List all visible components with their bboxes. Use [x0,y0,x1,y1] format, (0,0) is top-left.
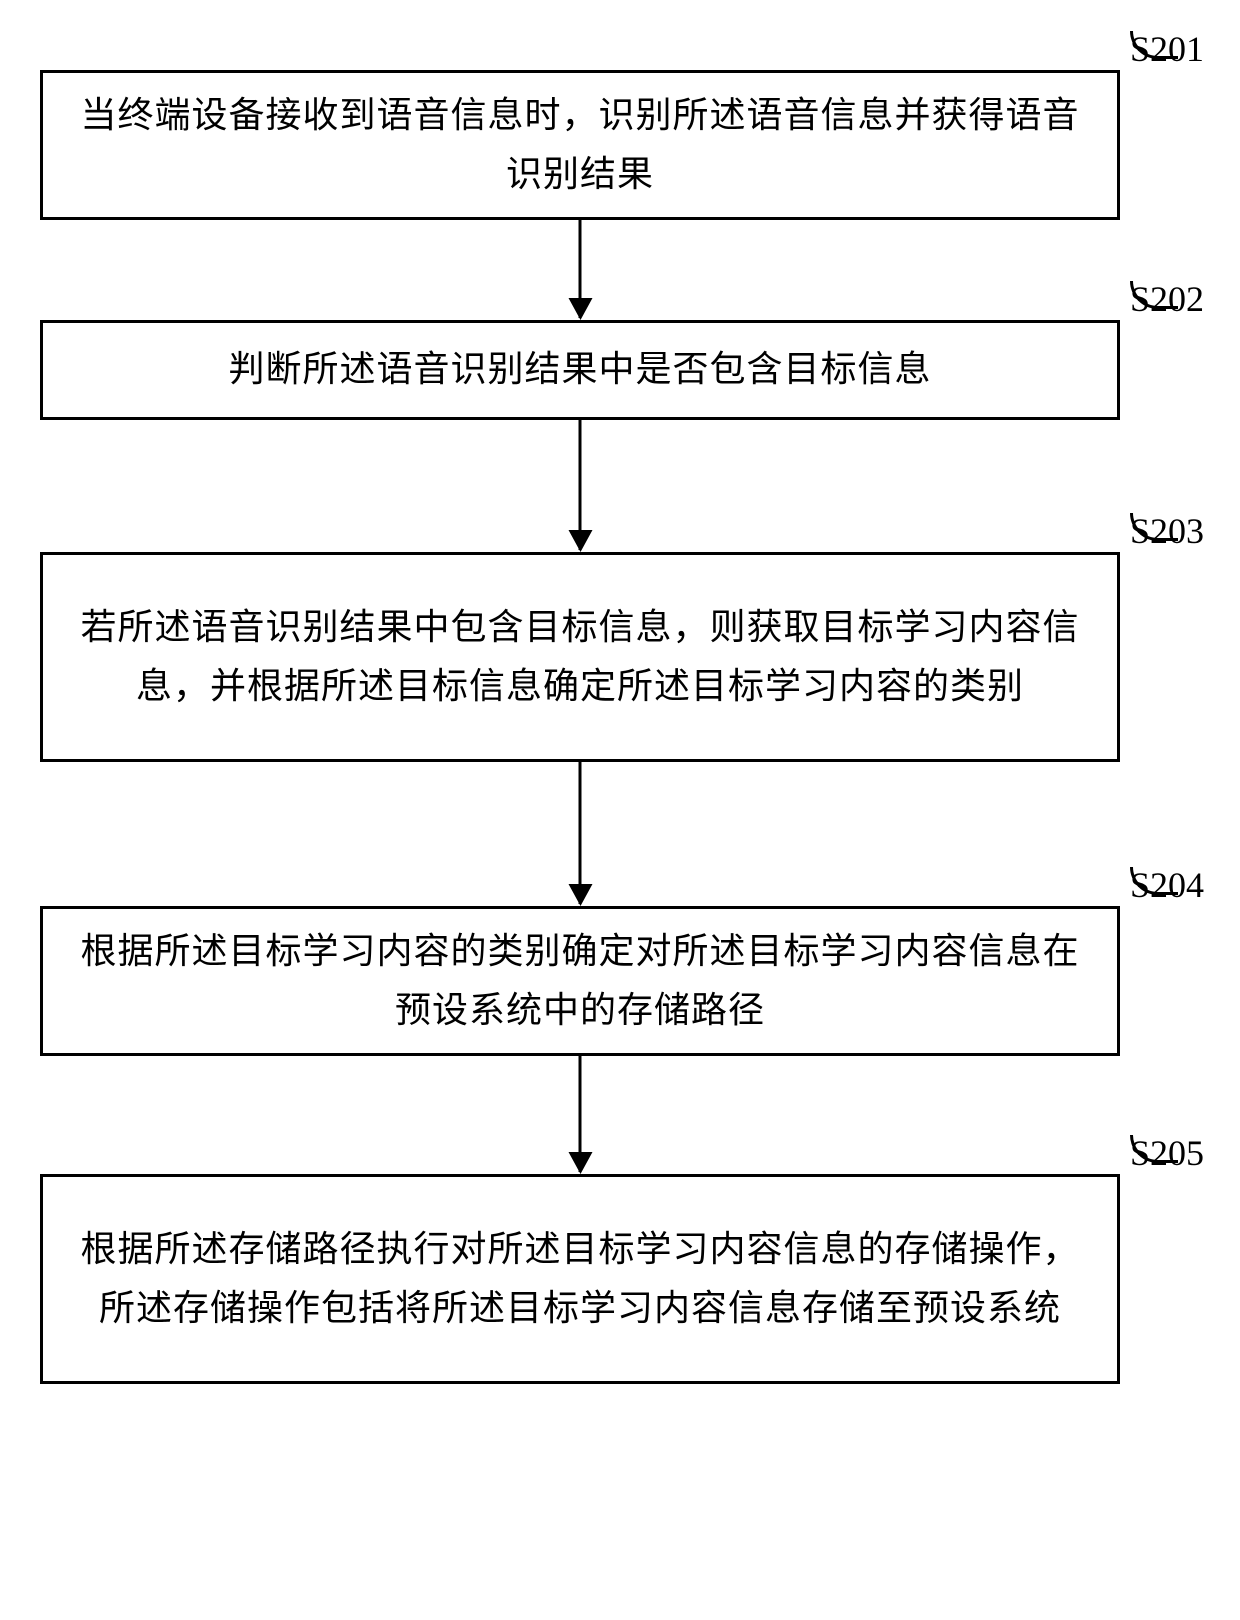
flow-arrow [579,1056,582,1172]
flow-arrow [579,762,582,904]
step-S203: 若所述语音识别结果中包含目标信息，则获取目标学习内容信息，并根据所述目标信息确定… [40,552,1120,762]
step-box: 根据所述存储路径执行对所述目标学习内容信息的存储操作，所述存储操作包括将所述目标… [40,1174,1120,1384]
flow-arrow [579,220,582,318]
step-S201: 当终端设备接收到语音信息时，识别所述语音信息并获得语音识别结果S201 [40,70,1120,220]
step-box: 当终端设备接收到语音信息时，识别所述语音信息并获得语音识别结果 [40,70,1120,220]
step-text: 根据所述存储路径执行对所述目标学习内容信息的存储操作，所述存储操作包括将所述目标… [71,1220,1089,1339]
step-S204: 根据所述目标学习内容的类别确定对所述目标学习内容信息在预设系统中的存储路径S20… [40,906,1120,1056]
flowchart-container: 当终端设备接收到语音信息时，识别所述语音信息并获得语音识别结果S201 判断所述语… [0,0,1240,1620]
step-S205: 根据所述存储路径执行对所述目标学习内容信息的存储操作，所述存储操作包括将所述目标… [40,1174,1120,1384]
step-text: 根据所述目标学习内容的类别确定对所述目标学习内容信息在预设系统中的存储路径 [71,922,1089,1041]
step-box: 根据所述目标学习内容的类别确定对所述目标学习内容信息在预设系统中的存储路径 [40,906,1120,1056]
step-text: 若所述语音识别结果中包含目标信息，则获取目标学习内容信息，并根据所述目标信息确定… [71,598,1089,717]
flow-arrow [579,420,582,550]
step-text: 判断所述语音识别结果中是否包含目标信息 [228,340,931,399]
step-S202: 判断所述语音识别结果中是否包含目标信息S202 [40,320,1120,420]
step-text: 当终端设备接收到语音信息时，识别所述语音信息并获得语音识别结果 [71,86,1089,205]
step-box: 判断所述语音识别结果中是否包含目标信息 [40,320,1120,420]
step-box: 若所述语音识别结果中包含目标信息，则获取目标学习内容信息，并根据所述目标信息确定… [40,552,1120,762]
